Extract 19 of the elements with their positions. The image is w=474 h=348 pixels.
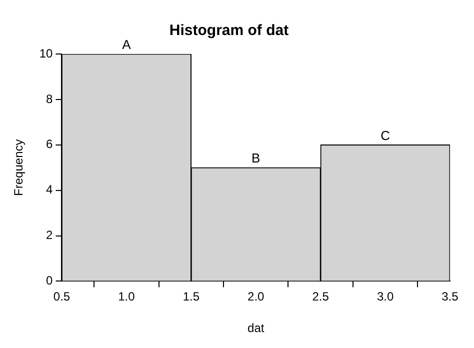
x-tick-label: 2.0 (248, 290, 265, 304)
annotation: C (380, 128, 390, 143)
y-tick-label: 8 (46, 92, 54, 106)
x-tick-label: 3.5 (442, 290, 459, 304)
y-tick-label: 10 (39, 46, 54, 60)
x-tick-label: 2.5 (312, 290, 330, 304)
x-tick-label: 1.5 (182, 290, 200, 304)
y-tick-label: 6 (46, 137, 54, 152)
chart-title: Histogram of dat (169, 22, 289, 40)
y-tick-label: 4 (46, 182, 54, 197)
x-tick-label: 3.0 (376, 290, 394, 304)
x-tick-label: 0.5 (53, 290, 70, 304)
annotation: B (252, 150, 260, 166)
y-axis-title: Frequency (12, 139, 26, 196)
y-tick-label: 2 (46, 228, 54, 242)
y-tick-label: 0 (46, 274, 54, 288)
annotation: A (122, 37, 132, 52)
x-axis-title: dat (248, 321, 265, 336)
x-tick-label: 1.0 (118, 290, 136, 304)
